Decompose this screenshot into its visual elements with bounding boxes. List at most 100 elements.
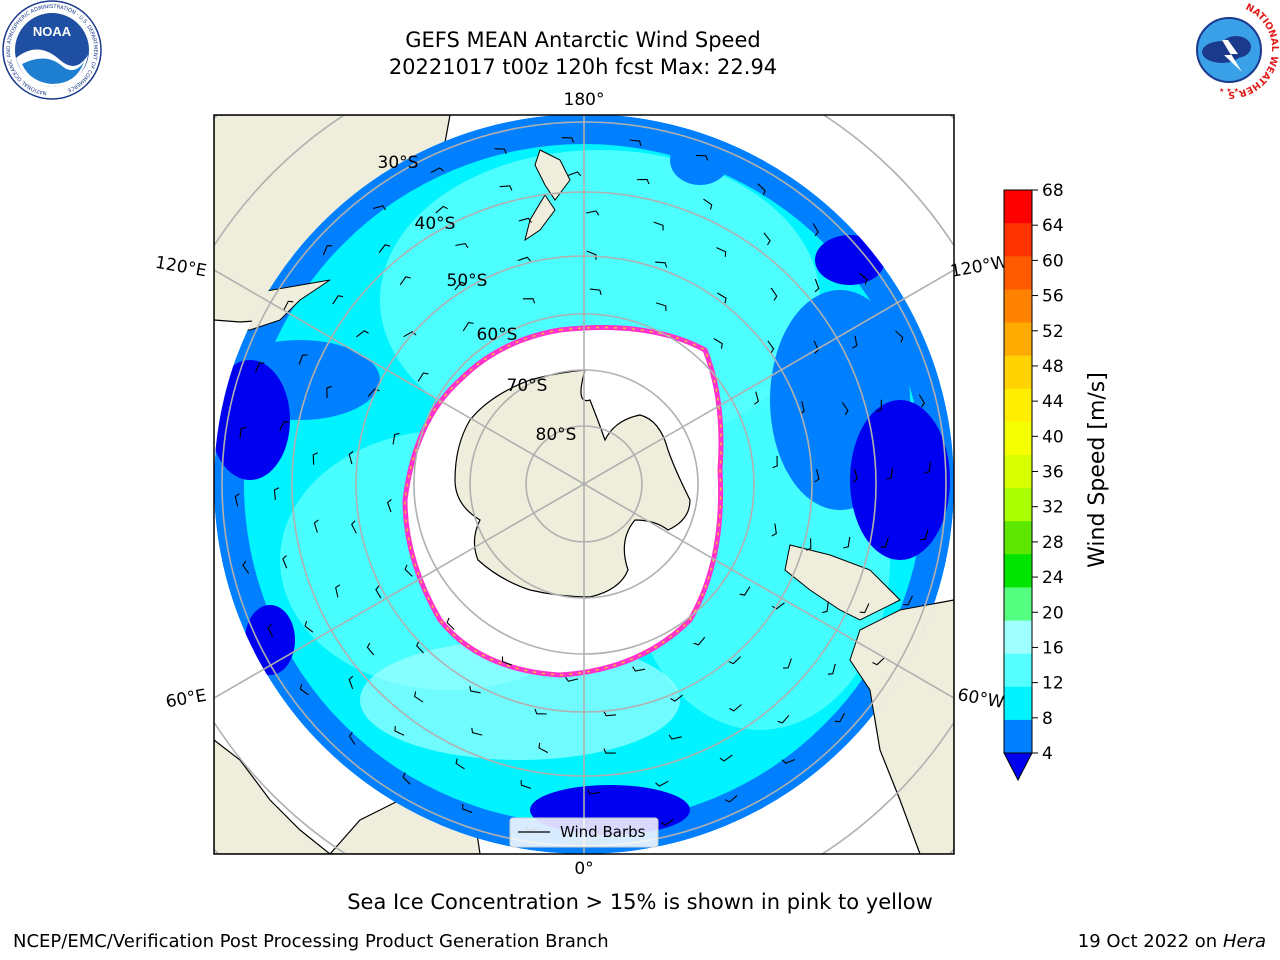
wind-barb <box>446 617 455 630</box>
wind-barb <box>322 245 333 256</box>
colorbar-segment <box>1004 190 1032 224</box>
colorbar-tick-label: 28 <box>1042 533 1064 553</box>
wind-barb <box>351 520 357 534</box>
wind-barb <box>670 694 684 702</box>
colorbar-tick-label: 44 <box>1042 392 1064 412</box>
wind-barb <box>312 452 319 465</box>
wind-barb <box>771 523 777 537</box>
wind-barb <box>402 772 411 785</box>
legend-label: Wind Barbs <box>560 823 646 841</box>
wind-barb <box>299 684 309 696</box>
colorbar-segment <box>1004 322 1032 357</box>
wind-barb <box>313 519 319 533</box>
colorbar-tick-label: 16 <box>1042 638 1064 658</box>
wind-barb <box>586 250 597 260</box>
wind-barb <box>668 734 682 740</box>
wind-barb <box>724 794 738 803</box>
meridian-60e <box>214 483 585 699</box>
colorbar-tick-label: 4 <box>1042 744 1053 764</box>
wind-barb <box>852 335 858 349</box>
wind-barb <box>812 223 819 237</box>
wind-barb <box>561 137 575 143</box>
colorbar-segment <box>1004 488 1032 522</box>
wind-barb <box>282 555 288 569</box>
wind-barb <box>298 354 308 365</box>
wind-barb <box>852 469 858 483</box>
wind-barb <box>356 330 369 338</box>
wind-barb <box>834 712 846 723</box>
lon-label-60w: 60°W <box>956 685 1006 713</box>
wind-barb <box>378 244 391 254</box>
wind-barb <box>843 536 851 549</box>
wind-barb <box>417 372 429 382</box>
wind-barb <box>693 636 706 646</box>
map-border <box>213 114 955 855</box>
colorbar-tick-label: 36 <box>1042 463 1064 483</box>
wind-barb <box>754 391 760 405</box>
wind-barb <box>841 402 849 416</box>
wind-barb <box>629 139 642 147</box>
colorbar-segment <box>1004 289 1032 323</box>
wind-barb <box>814 278 820 293</box>
wind-barb <box>435 205 448 214</box>
colorbar-tick-label: 40 <box>1042 427 1064 447</box>
colorbar-tick-label: 32 <box>1042 498 1064 518</box>
wind-barb <box>335 584 341 598</box>
meridian-60w <box>583 483 954 699</box>
colorbar-tick-label: 64 <box>1042 216 1064 236</box>
plot-title: GEFS MEAN Antarctic Wind Speed <box>405 28 761 52</box>
wind-barbs <box>234 137 931 835</box>
lat-label-70s: 70°S <box>507 376 548 396</box>
colorbar-tick-label: 12 <box>1042 674 1064 694</box>
wind-barb <box>813 340 819 354</box>
footer-machine: Hera <box>1222 931 1266 952</box>
wind-barb <box>827 663 836 675</box>
colorbar-tick-label: 60 <box>1042 251 1064 271</box>
noaa-wordmark: NOAA <box>33 24 72 39</box>
wind-barb <box>880 536 889 548</box>
wind-barb <box>326 385 332 399</box>
wind-barb <box>589 288 602 296</box>
wind-barb <box>367 388 380 397</box>
wind-barb <box>565 676 579 682</box>
wind-barb <box>494 148 507 154</box>
lon-label-60e: 60°E <box>164 686 208 713</box>
wind-barb <box>859 272 868 285</box>
wind-barb <box>403 331 417 338</box>
wind-barb <box>603 711 617 717</box>
lon-label-180: 180° <box>564 90 605 110</box>
wind-barb <box>717 292 727 304</box>
wind-barb <box>728 656 741 665</box>
wind-barb <box>454 281 467 291</box>
wind-barb <box>695 154 709 161</box>
colorbar: 68 64 60 56 52 48 44 40 36 32 28 24 20 16 12 8 4 <box>1003 181 1064 782</box>
wind-barb <box>416 641 424 654</box>
colorbar-segment <box>1004 388 1032 423</box>
wind-barb <box>518 217 532 223</box>
wind-barb <box>520 780 532 789</box>
sea-ice-caption: Sea Ice Concentration > 15% is shown in … <box>347 890 933 914</box>
lon-label-120w: 120°W <box>949 252 1010 282</box>
lat-label-30s: 30°S <box>378 153 419 173</box>
wind-barb <box>876 399 882 413</box>
wind-barb <box>757 183 766 196</box>
wind-barb <box>763 232 771 246</box>
footer-date: 19 Oct 2022 on Hera <box>1078 931 1266 952</box>
wind-barb <box>538 742 549 754</box>
wind-barb <box>920 529 929 541</box>
colorbar-segment <box>1004 355 1032 390</box>
wind-barb <box>499 185 513 191</box>
colorbar-segment <box>1004 554 1032 588</box>
colorbar-tick-label: 20 <box>1042 603 1064 623</box>
wind-barb <box>783 658 792 669</box>
colorbar-segment <box>1004 421 1032 456</box>
wind-barb <box>332 295 344 305</box>
wind-barb <box>872 657 885 666</box>
wind-barb <box>348 675 354 690</box>
wind-barb <box>637 178 650 185</box>
colorbar-segment <box>1004 653 1032 688</box>
wind-barb <box>587 789 600 795</box>
wind-barb <box>534 708 547 715</box>
wind-barb <box>805 538 812 551</box>
wind-barb <box>713 338 723 349</box>
